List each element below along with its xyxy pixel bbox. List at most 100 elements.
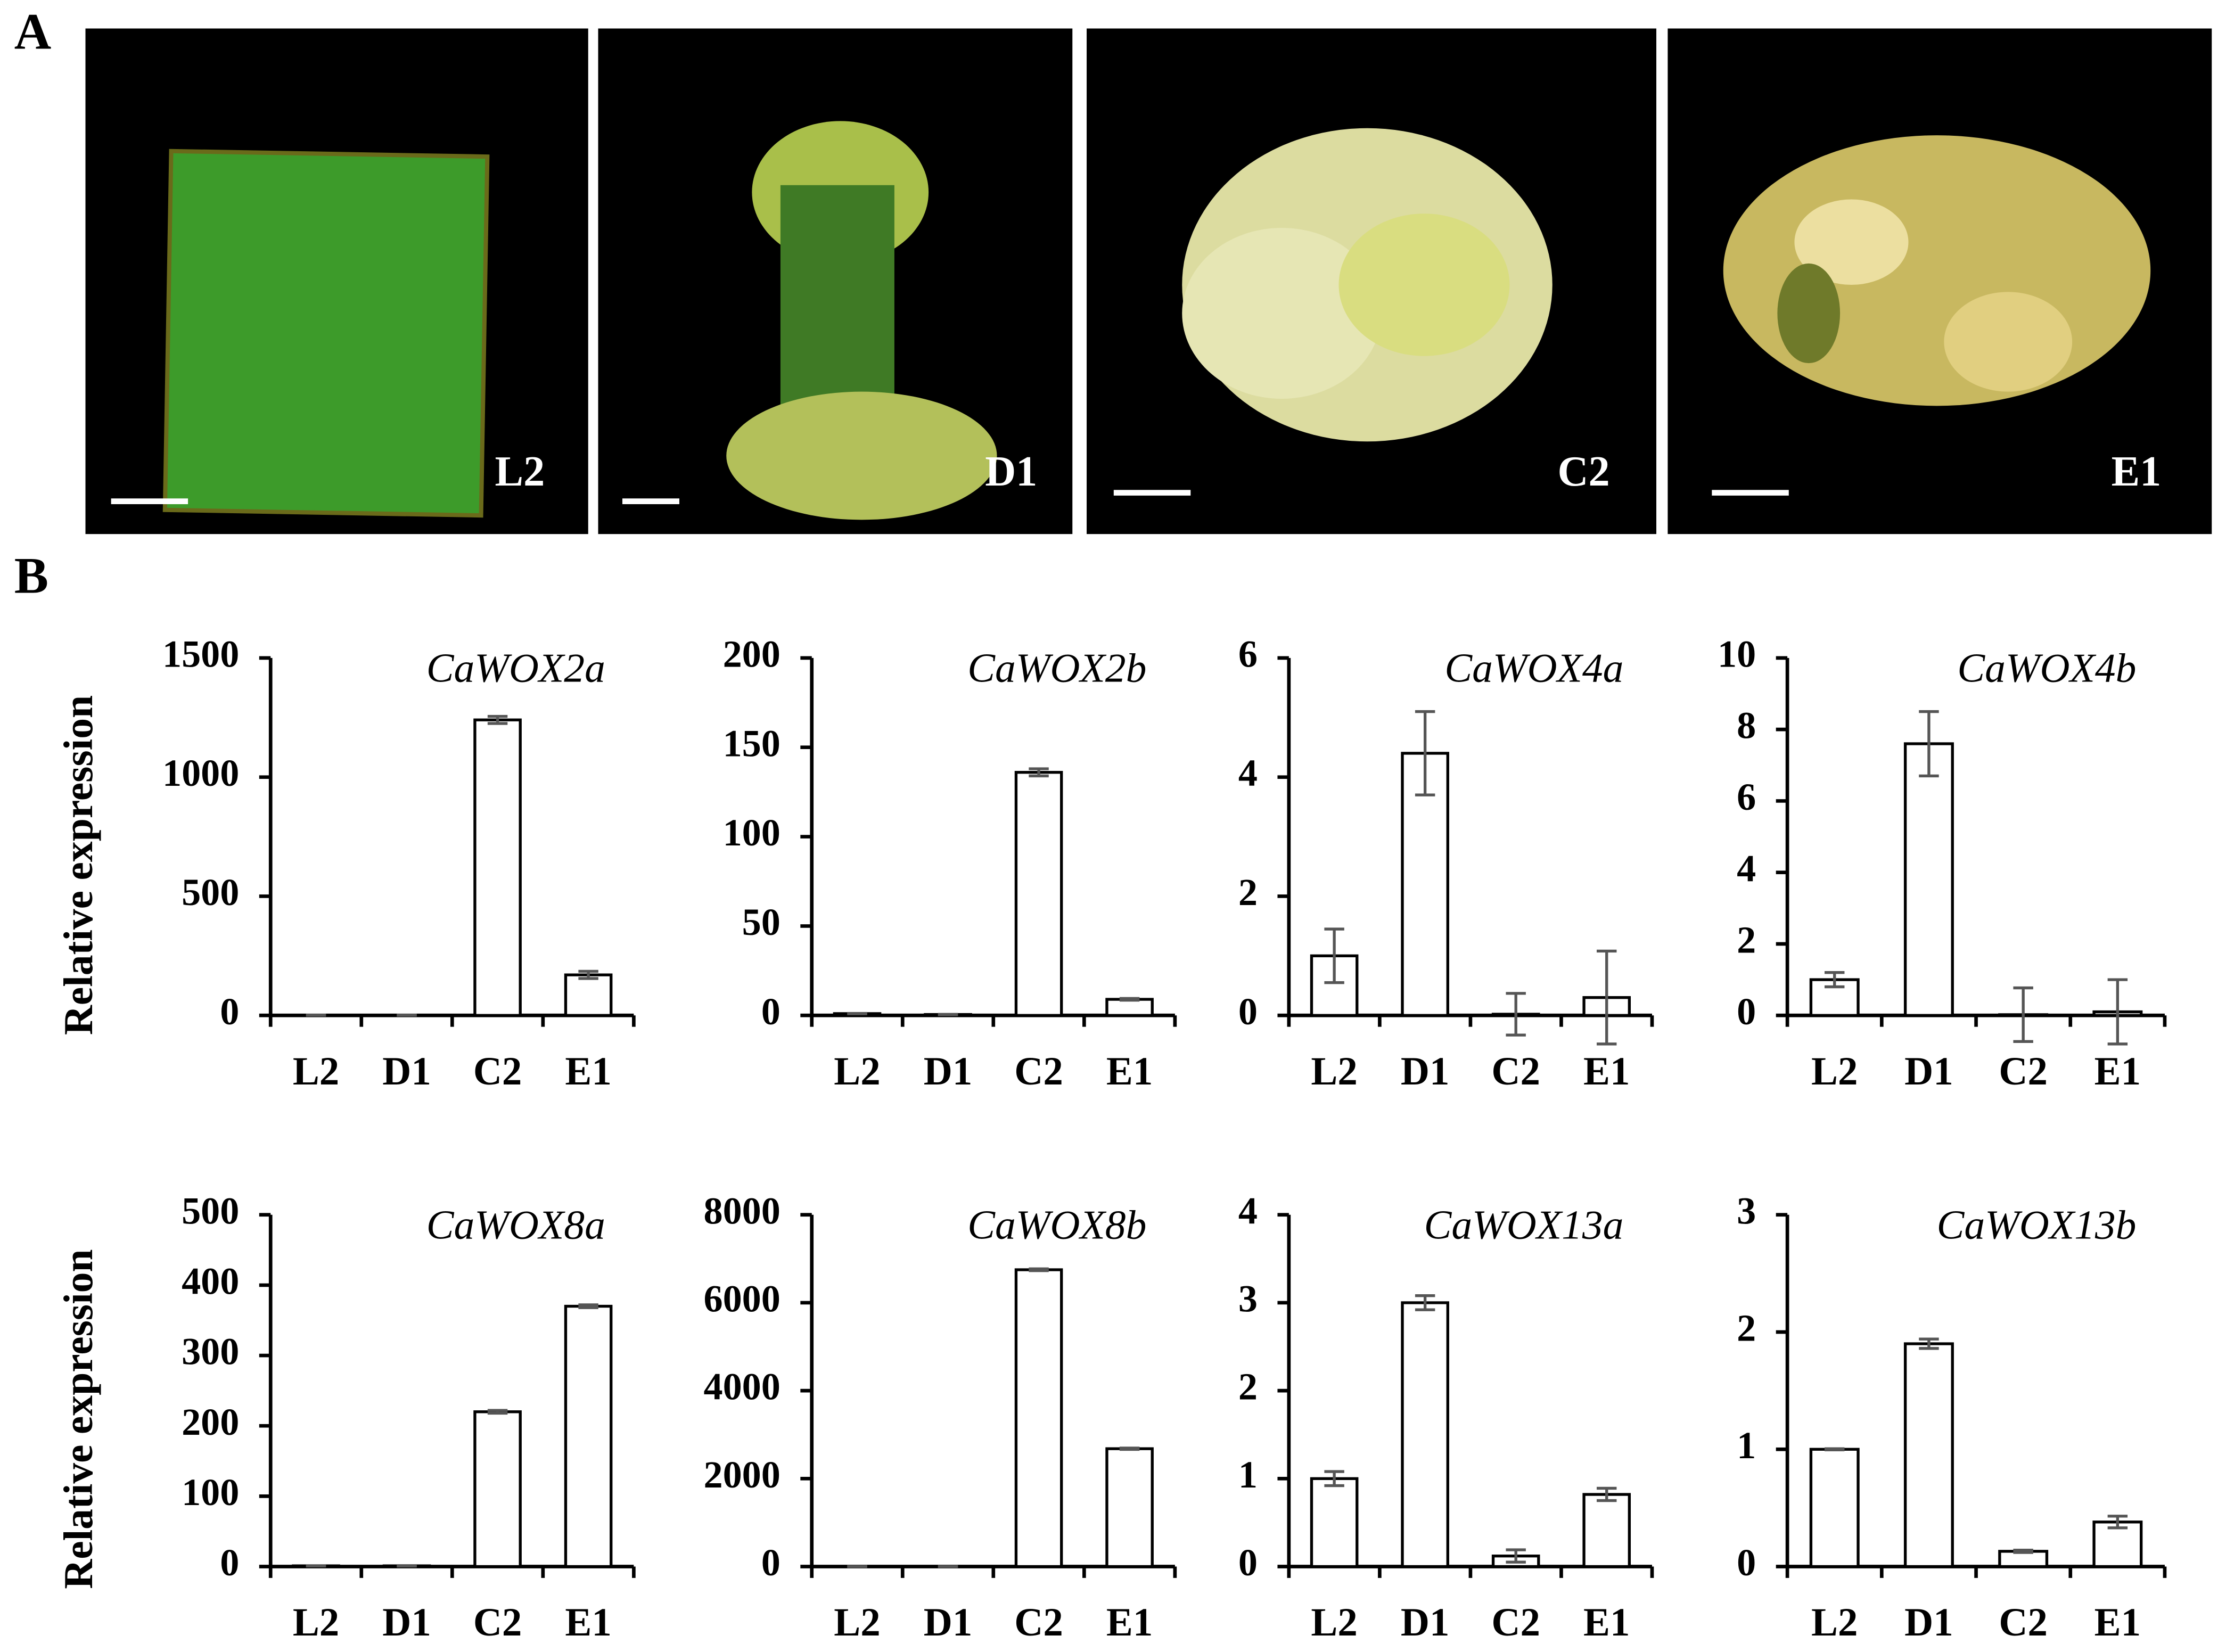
x-tick-label: C2 xyxy=(473,1600,522,1645)
bar xyxy=(1014,771,1063,1017)
x-tick-label: E1 xyxy=(2094,1049,2141,1094)
y-tick-label: 0 xyxy=(1238,1541,1258,1584)
y-tick-label: 6 xyxy=(1238,632,1258,675)
error-bar xyxy=(2013,986,2033,1043)
photo: D1 xyxy=(598,28,1073,535)
chart-title: CaWOX4b xyxy=(1957,645,2136,691)
y-tick-label: 4 xyxy=(1737,847,1756,890)
y-tick-label: 200 xyxy=(723,632,781,675)
x-tick-label: D1 xyxy=(1904,1600,1953,1645)
y-tick-label: 100 xyxy=(182,1471,239,1514)
error-bar xyxy=(1029,1267,1049,1272)
y-tick-label: 4 xyxy=(1238,752,1258,794)
bar xyxy=(1582,1493,1631,1568)
bar xyxy=(1903,742,1954,1017)
error-bar xyxy=(1824,1447,1845,1452)
x-tick-label: C2 xyxy=(1491,1600,1540,1645)
y-tick-label: 2 xyxy=(1737,1307,1756,1350)
error-bar xyxy=(1506,1548,1526,1564)
bar xyxy=(1310,1477,1359,1568)
x-tick-label: C2 xyxy=(473,1049,522,1094)
y-tick-label: 6000 xyxy=(703,1278,780,1320)
chart-title: CaWOX2b xyxy=(967,645,1146,691)
y-tick-label: 50 xyxy=(742,901,781,943)
x-tick-label: L2 xyxy=(1811,1049,1858,1094)
y-tick-label: 0 xyxy=(761,990,781,1033)
x-tick-label: D1 xyxy=(1401,1049,1450,1094)
error-bar xyxy=(1415,1294,1435,1311)
y-tick-label: 400 xyxy=(182,1260,239,1302)
y-tick-label: 150 xyxy=(723,722,781,765)
x-tick-label: L2 xyxy=(834,1049,880,1094)
x-tick-label: L2 xyxy=(1811,1600,1858,1645)
y-tick-label: 3 xyxy=(1238,1278,1258,1320)
y-tick-label: 500 xyxy=(182,871,239,914)
error-bar xyxy=(938,1013,958,1016)
y-tick-label: 2 xyxy=(1238,1366,1258,1408)
bar xyxy=(1401,1301,1449,1568)
bar xyxy=(564,973,613,1017)
y-tick-label: 0 xyxy=(1238,990,1258,1033)
x-tick-label: L2 xyxy=(1311,1600,1357,1645)
photo: E1 xyxy=(1668,28,2212,535)
chart-title: CaWOX13a xyxy=(1424,1202,1624,1247)
bar xyxy=(1903,1342,1954,1568)
x-tick-label: L2 xyxy=(834,1600,880,1645)
y-tick-label: 4000 xyxy=(703,1366,780,1408)
y-tick-label: 2000 xyxy=(703,1453,780,1496)
error-bar xyxy=(1824,971,1845,989)
y-tick-label: 0 xyxy=(1737,1541,1756,1584)
y-tick-label: 2 xyxy=(1238,871,1258,914)
error-bar xyxy=(1119,1446,1140,1451)
error-bar xyxy=(1919,710,1939,778)
photo-label: E1 xyxy=(2112,448,2162,495)
y-tick-label: 0 xyxy=(1737,990,1756,1033)
photo-label: C2 xyxy=(1558,448,1610,495)
y-tick-label: 6 xyxy=(1737,776,1756,818)
panel-label: B xyxy=(14,547,48,604)
chart-title: CaWOX8b xyxy=(967,1202,1146,1247)
y-tick-label: 300 xyxy=(182,1330,239,1373)
y-tick-label: 1 xyxy=(1737,1424,1756,1467)
error-bar xyxy=(1596,949,1617,1046)
x-tick-label: D1 xyxy=(382,1049,431,1094)
bar xyxy=(473,718,522,1017)
error-bar xyxy=(578,1303,598,1309)
error-bar xyxy=(1506,992,1526,1037)
bar xyxy=(1014,1268,1063,1568)
error-bar xyxy=(2107,1515,2128,1530)
y-tick-label: 10 xyxy=(1718,632,1756,675)
x-tick-label: D1 xyxy=(382,1600,431,1645)
x-tick-label: C2 xyxy=(1999,1600,2048,1645)
x-tick-label: C2 xyxy=(1014,1600,1063,1645)
error-bar xyxy=(1596,1486,1617,1502)
x-tick-label: E1 xyxy=(1106,1049,1153,1094)
x-tick-label: C2 xyxy=(1999,1049,2048,1094)
y-tick-label: 8000 xyxy=(703,1189,780,1232)
y-axis-label: Relative expression xyxy=(55,695,101,1035)
error-bar xyxy=(578,969,598,980)
error-bar xyxy=(1324,1470,1344,1487)
y-tick-label: 3 xyxy=(1737,1189,1756,1232)
bar xyxy=(564,1304,613,1568)
x-tick-label: D1 xyxy=(924,1049,973,1094)
y-tick-label: 8 xyxy=(1737,704,1756,747)
y-tick-label: 2 xyxy=(1737,919,1756,961)
y-tick-label: 0 xyxy=(220,1541,239,1584)
error-bar xyxy=(1324,927,1344,984)
x-tick-label: C2 xyxy=(1491,1049,1540,1094)
x-tick-label: D1 xyxy=(1401,1600,1450,1645)
error-bar xyxy=(487,1409,508,1415)
x-tick-label: E1 xyxy=(1106,1600,1153,1645)
photo: L2 xyxy=(85,28,588,535)
y-tick-label: 500 xyxy=(182,1189,239,1232)
x-tick-label: E1 xyxy=(565,1049,611,1094)
x-tick-label: D1 xyxy=(924,1600,973,1645)
chart-title: CaWOX8a xyxy=(426,1202,605,1247)
y-tick-label: 0 xyxy=(761,1541,781,1584)
error-bar xyxy=(1029,767,1049,778)
bar xyxy=(1809,1448,1860,1568)
chart-title: CaWOX13b xyxy=(1937,1202,2137,1247)
y-tick-label: 100 xyxy=(723,811,781,854)
